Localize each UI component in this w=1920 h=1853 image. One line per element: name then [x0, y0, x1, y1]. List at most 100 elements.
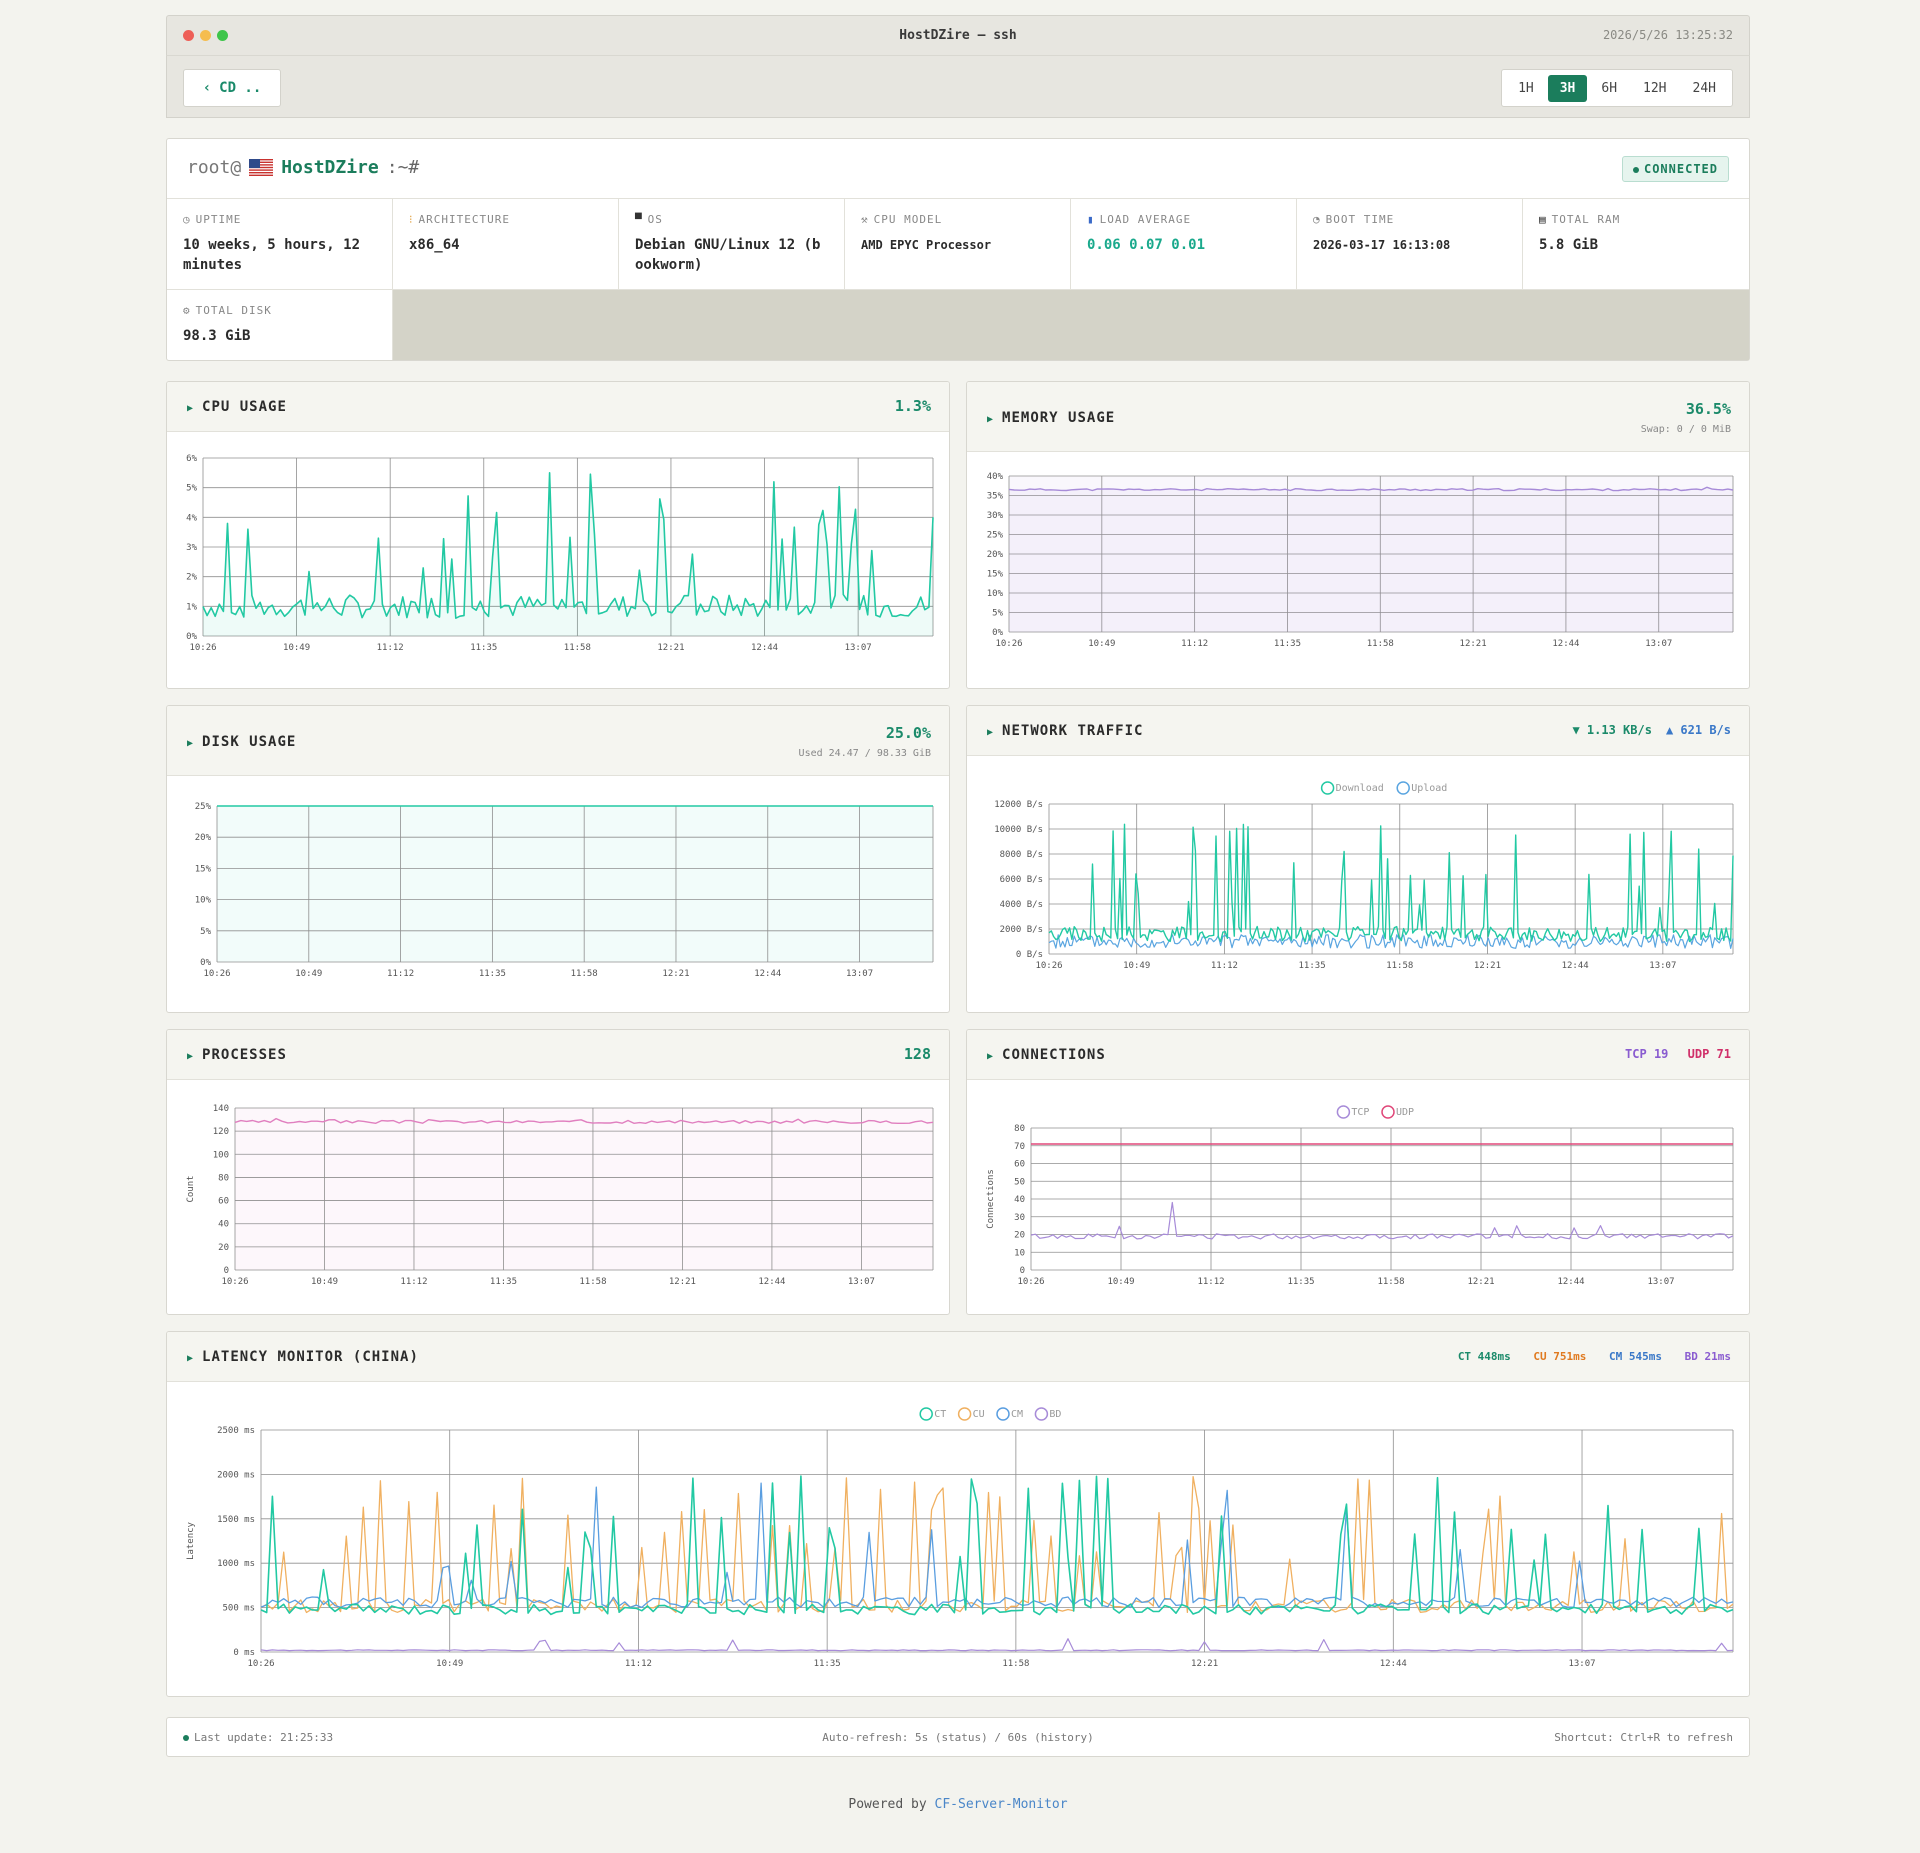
back-button[interactable]: ‹ CD .. — [183, 69, 281, 107]
info-cpu-model: ⚒ CPU MODEL AMD EPYC Processor — [845, 199, 1071, 290]
triangle-icon: ▶ — [987, 727, 995, 738]
triangle-icon: ▶ — [187, 403, 195, 414]
server-info-card: root@ HostDZire :~# CONNECTED ◷ UPTIME 10 … — [166, 138, 1750, 361]
info-boot-time: ◔ BOOT TIME 2026-03-17 16:13:08 — [1297, 199, 1523, 290]
processes-value: 128 — [903, 1045, 931, 1063]
latency-title: LATENCY MONITOR (CHINA) — [202, 1349, 419, 1365]
legend-swatch — [919, 1407, 933, 1421]
cpu-title: CPU USAGE — [202, 399, 287, 415]
range-6h-button[interactable]: 6H — [1601, 80, 1618, 96]
y-tick-label: 2000 ms — [217, 1470, 255, 1480]
y-tick-label: 0% — [992, 628, 1003, 638]
x-tick-label: 11:58 — [1367, 639, 1394, 649]
auto-refresh-info: Auto-refresh: 5s (status) / 60s (history… — [822, 1731, 1094, 1744]
x-tick-label: 10:26 — [221, 1277, 248, 1287]
legend-label: TCP — [1351, 1107, 1369, 1118]
x-tick-label: 11:12 — [625, 1659, 652, 1669]
metrics-panels: ▶ CPU USAGE 1.3% 0% 1% 2% 3% 4% 5% 6% 10:26 10:49… — [166, 381, 1750, 1697]
x-tick-label: 12:21 — [1460, 639, 1487, 649]
y-tick-label: 25% — [195, 802, 212, 812]
boot-icon: ◔ — [1313, 213, 1321, 226]
y-tick-label: 10% — [987, 589, 1004, 599]
processes-title: PROCESSES — [202, 1047, 287, 1063]
x-tick-label: 11:35 — [470, 643, 497, 653]
close-window-button[interactable] — [183, 30, 194, 41]
us-flag-icon — [249, 159, 274, 176]
bd-series-line — [260, 1638, 1734, 1652]
y-tick-label: 0 — [224, 1266, 229, 1276]
x-tick-label: 11:35 — [479, 969, 506, 979]
x-tick-label: 10:49 — [1123, 961, 1150, 971]
plot-area — [217, 806, 933, 962]
x-tick-label: 13:07 — [1647, 1277, 1674, 1287]
time-range-selector: 1H 3H 6H 12H 24H — [1501, 69, 1733, 107]
cpu-series-line — [202, 472, 934, 619]
wrench-icon: ⚒ — [861, 213, 869, 226]
y-tick-label: 0 B/s — [1016, 950, 1043, 960]
window-title: HostDZire — ssh — [899, 28, 1017, 43]
x-tick-label: 12:21 — [669, 1277, 696, 1287]
x-tick-label: 11:35 — [1287, 1277, 1314, 1287]
triangle-icon: ▶ — [987, 1051, 995, 1062]
server-header: root@ HostDZire :~# CONNECTED — [167, 139, 1749, 199]
disk-value: 25.0% — [885, 724, 931, 742]
y-tick-label: 1500 ms — [217, 1515, 255, 1525]
x-tick-label: 10:26 — [189, 643, 216, 653]
app-window: HostDZire — ssh 2026/5/26 13:25:32 ‹ CD … — [166, 15, 1750, 1812]
x-tick-label: 12:44 — [1552, 639, 1579, 649]
disk-panel: ▶ DISK USAGE 25.0% Used 24.47 / 98.33 GiB … — [166, 705, 950, 1013]
connection-status-badge: CONNECTED — [1621, 156, 1729, 182]
network-panel-header: ▶ NETWORK TRAFFIC ▼ 1.13 KB/s ▲ 621 B/s — [967, 706, 1749, 756]
info-row-2: ⚙ TOTAL DISK 98.3 GiB — [167, 290, 1749, 360]
y-tick-label: 10000 B/s — [994, 825, 1043, 835]
x-tick-label: 13:07 — [1568, 1659, 1595, 1669]
legend-label: CU — [973, 1409, 985, 1420]
connections-chart: 0 10 20 30 40 50 60 70 80 10:26 10:49 11:12 11:35 11:… — [986, 1105, 1734, 1287]
cf-server-monitor-link[interactable]: CF-Server-Monitor — [934, 1797, 1068, 1812]
connections-panel-header: ▶ CONNECTIONS TCP 19 UDP 71 — [967, 1030, 1749, 1080]
range-3h-button[interactable]: 3H — [1547, 74, 1588, 102]
y-tick-label: 80 — [1014, 1124, 1025, 1134]
x-tick-label: 11:58 — [579, 1277, 606, 1287]
x-tick-label: 12:21 — [1467, 1277, 1494, 1287]
chart-icon: ▮ — [1087, 213, 1095, 226]
network-panel: ▶ NETWORK TRAFFIC ▼ 1.13 KB/s ▲ 621 B/s 0 … — [966, 705, 1750, 1013]
range-24h-button[interactable]: 24H — [1692, 80, 1716, 96]
y-tick-label: 40% — [987, 472, 1004, 482]
y-tick-label: 3% — [186, 543, 197, 553]
processes-panel: ▶ PROCESSES 128 0 20 40 60 80 100 120 140 10:26 10… — [166, 1029, 950, 1315]
y-tick-label: 25% — [987, 531, 1004, 541]
range-1h-button[interactable]: 1H — [1518, 80, 1534, 96]
cpu-chart: 0% 1% 2% 3% 4% 5% 6% 10:26 10:49 11:12 11:35 11:58 1… — [186, 454, 934, 653]
x-tick-label: 12:21 — [657, 643, 684, 653]
legend-swatch — [1034, 1407, 1049, 1421]
tcp-count: 19 — [1653, 1047, 1669, 1061]
range-12h-button[interactable]: 12H — [1643, 80, 1667, 96]
y-tick-label: 20% — [987, 550, 1004, 560]
y-tick-label: 15% — [987, 570, 1004, 580]
window-controls — [183, 30, 228, 41]
x-tick-label: 12:44 — [754, 969, 781, 979]
disk-chart: 0% 5% 10% 15% 20% 25% 10:26 10:49 11:12 11:35 11:5… — [195, 802, 934, 979]
y-tick-label: 5% — [200, 927, 211, 937]
x-tick-label: 11:12 — [387, 969, 414, 979]
x-tick-label: 11:58 — [564, 643, 591, 653]
y-tick-label: 0% — [186, 632, 197, 642]
y-tick-label: 30% — [987, 511, 1004, 521]
clock-icon: ◷ — [183, 213, 191, 226]
x-tick-label: 10:49 — [283, 643, 310, 653]
chevron-left-icon: ‹ — [202, 80, 212, 96]
x-tick-label: 11:35 — [1274, 639, 1301, 649]
legend-swatch — [996, 1407, 1010, 1421]
memory-title: MEMORY USAGE — [1002, 410, 1116, 426]
upload-rate: ▲ 621 B/s — [1665, 723, 1731, 737]
y-tick-label: 12000 B/s — [994, 800, 1043, 810]
disk-title: DISK USAGE — [202, 734, 297, 750]
maximize-window-button[interactable] — [217, 30, 228, 41]
minimize-window-button[interactable] — [200, 30, 211, 41]
processes-panel-header: ▶ PROCESSES 128 — [167, 1030, 949, 1080]
cpu-panel: ▶ CPU USAGE 1.3% 0% 1% 2% 3% 4% 5% 6% 10:26 10:49… — [166, 381, 950, 689]
cpu-panel-header: ▶ CPU USAGE 1.3% — [167, 382, 949, 432]
x-tick-label: 13:07 — [848, 1277, 875, 1287]
legend-label: UDP — [1396, 1107, 1414, 1118]
